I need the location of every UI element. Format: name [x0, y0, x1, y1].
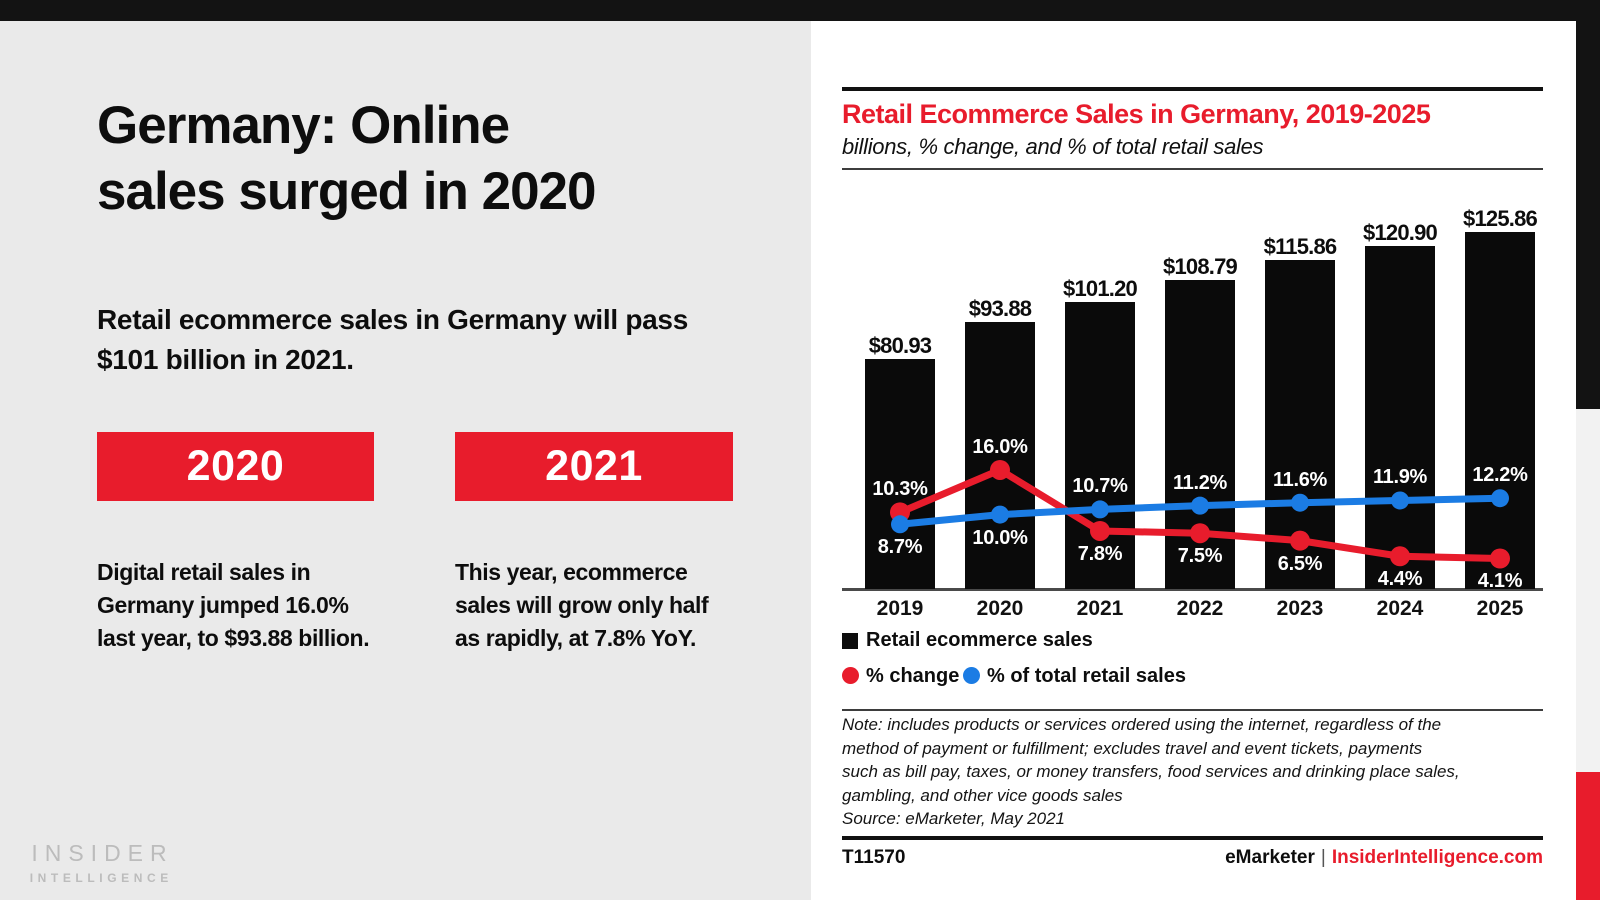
pct-label-upper: 11.6%	[1272, 468, 1328, 491]
bar-2024	[1365, 245, 1435, 589]
chart-attribution: eMarketer | InsiderIntelligence.com	[1225, 847, 1543, 869]
pct-label-upper: 12.2%	[1472, 464, 1528, 487]
bar-value-label: $93.88	[968, 296, 1032, 322]
bar-value-label: $80.93	[868, 333, 932, 359]
year-badge-2021: 2021	[455, 432, 733, 501]
stat-line: sales will grow only half	[455, 592, 709, 618]
bar-2022	[1165, 280, 1235, 589]
page-title: Germany: Online sales surged in 2020	[97, 93, 597, 225]
logo-line-intelligence: INTELLIGENCE	[29, 871, 173, 885]
stat-line: Germany jumped 16.0%	[97, 592, 349, 618]
legend-dot-pct-change	[842, 667, 859, 684]
pct-label-upper: 11.9%	[1372, 466, 1428, 489]
pct-label-upper: 10.7%	[1072, 475, 1128, 498]
note-line: Note: includes products or services orde…	[842, 715, 1442, 734]
top-rule	[842, 87, 1543, 91]
legend-dot-pct-total	[963, 667, 980, 684]
pct-label-lower: 8.7%	[877, 536, 923, 559]
bar-value-label: $108.79	[1163, 254, 1238, 280]
x-axis-label: 2023	[1276, 597, 1324, 620]
legend-label-bars: Retail ecommerce sales	[866, 629, 1093, 651]
x-axis-label: 2019	[876, 597, 924, 620]
lead-line: Retail ecommerce sales in Germany will p…	[97, 304, 688, 335]
pct-label-lower: 7.8%	[1077, 542, 1123, 565]
note-line: method of payment or fulfillment; exclud…	[842, 738, 1423, 758]
year-badge-2020: 2020	[97, 432, 374, 501]
emarketer-brand: eMarketer	[1225, 847, 1315, 868]
bar-2025	[1465, 231, 1535, 589]
pct-label-lower: 6.5%	[1277, 552, 1323, 575]
pct-label-lower: 10.0%	[972, 526, 1028, 549]
legend-label-pct-change: % change	[866, 665, 960, 687]
pct-label-lower: 4.4%	[1377, 568, 1423, 591]
chart-id: T11570	[842, 847, 906, 868]
note-line: such as bill pay, taxes, or money transf…	[842, 762, 1460, 781]
chart-subtitle: billions, % change, and % of total retai…	[842, 134, 1264, 159]
left-panel: Germany: Online sales surged in 2020 Ret…	[0, 21, 811, 900]
edge-strip-gray	[1576, 409, 1600, 772]
note-line: Source: eMarketer, May 2021	[842, 809, 1066, 828]
pct-label-lower: 7.5%	[1177, 545, 1223, 568]
stat-line: Digital retail sales in	[97, 559, 311, 585]
x-axis-label: 2022	[1176, 597, 1224, 620]
bar-2023	[1265, 259, 1335, 589]
page-title-line: sales surged in 2020	[97, 162, 597, 221]
attribution-divider: |	[1320, 847, 1326, 868]
legend-label-pct-total: % of total retail sales	[987, 665, 1186, 687]
legend-swatch-bars	[842, 633, 858, 649]
note-line: gambling, and other vice goods sales	[842, 785, 1123, 805]
x-axis-label: 2025	[1476, 597, 1524, 620]
insider-intelligence-link[interactable]: InsiderIntelligence.com	[1331, 847, 1543, 868]
stat-text-2020: Digital retail sales in Germany jumped 1…	[97, 556, 370, 655]
pct-label-upper: 16.0%	[972, 435, 1028, 458]
footer-rule	[842, 836, 1543, 840]
pct-label-lower: 4.1%	[1477, 570, 1523, 593]
chart-title: Retail Ecommerce Sales in Germany, 2019-…	[842, 99, 1431, 129]
insider-intelligence-logo: INSIDER INTELLIGENCE	[24, 840, 174, 885]
bar-value-label: $125.86	[1463, 205, 1538, 231]
x-axis-label: 2020	[976, 597, 1024, 620]
stat-line: as rapidly, at 7.8% YoY.	[455, 625, 696, 651]
x-axis-label: 2021	[1076, 597, 1124, 620]
edge-strip-red	[1576, 772, 1600, 900]
logo-line-insider: INSIDER	[31, 840, 174, 866]
pct-label-upper: 10.3%	[872, 478, 928, 501]
pct-label-upper: 11.2%	[1172, 471, 1228, 494]
lead-text: Retail ecommerce sales in Germany will p…	[97, 300, 688, 380]
note-rule	[842, 709, 1543, 711]
bar-value-label: $101.20	[1063, 275, 1138, 301]
edge-strip-black	[1576, 21, 1600, 409]
bar-value-label: $120.90	[1363, 219, 1438, 245]
chart-card: Retail Ecommerce Sales in Germany, 2019-…	[811, 21, 1576, 900]
x-axis-label: 2024	[1376, 597, 1424, 620]
header-rule	[842, 168, 1543, 170]
bar-value-label: $115.86	[1263, 233, 1338, 259]
lead-line: $101 billion in 2021.	[97, 344, 354, 375]
page-title-line: Germany: Online	[97, 96, 510, 155]
stat-text-2021: This year, ecommerce sales will grow onl…	[455, 556, 709, 655]
stat-line: last year, to $93.88 billion.	[97, 625, 370, 651]
chart-note: Note: includes products or services orde…	[842, 713, 1460, 831]
top-bar	[0, 0, 1600, 21]
x-axis-line	[842, 588, 1543, 591]
stat-line: This year, ecommerce	[455, 559, 688, 585]
